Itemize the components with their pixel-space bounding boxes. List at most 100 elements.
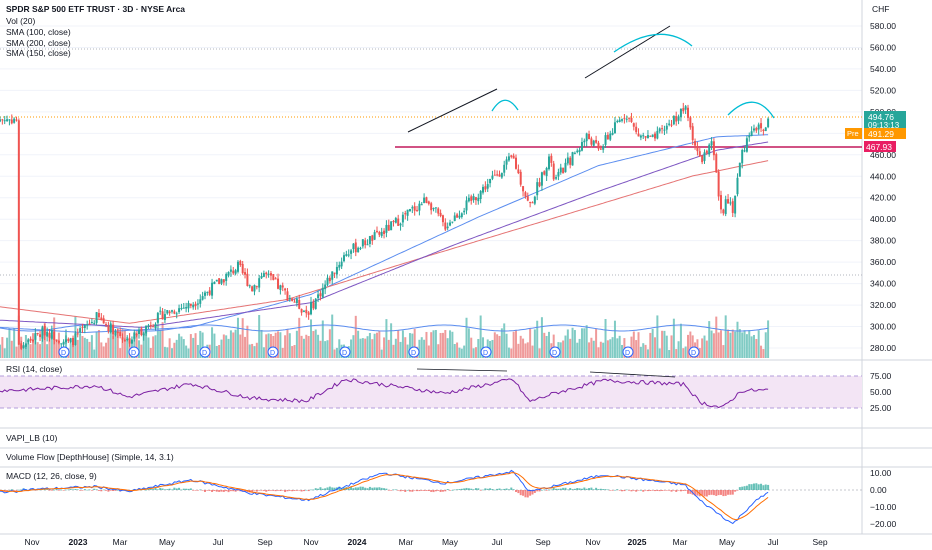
macd-histogram-bar bbox=[736, 490, 739, 491]
svg-text:494.76: 494.76 bbox=[868, 112, 894, 122]
volume-bar bbox=[748, 330, 751, 358]
macd-histogram-bar bbox=[472, 489, 475, 490]
candle-body bbox=[130, 339, 133, 344]
rsi-label[interactable]: RSI (14, close) bbox=[6, 364, 62, 374]
candle-body bbox=[738, 162, 741, 177]
volume-bar bbox=[529, 328, 532, 358]
time-tick-label: Sep bbox=[812, 537, 827, 547]
volume-bar bbox=[302, 338, 305, 358]
time-tick-label: Nov bbox=[585, 537, 601, 547]
volume-bar bbox=[592, 340, 595, 358]
macd-histogram-bar bbox=[441, 490, 444, 492]
macd-histogram-bar bbox=[173, 487, 176, 490]
macd-histogram-bar bbox=[326, 487, 329, 490]
macd-histogram-bar bbox=[609, 490, 612, 491]
candle-body bbox=[321, 287, 324, 298]
volume-flow-label[interactable]: Volume Flow [DepthHouse] (Simple, 14, 3.… bbox=[6, 452, 174, 462]
volume-bar bbox=[517, 343, 520, 358]
indicator-vol-label[interactable]: Vol (20) bbox=[6, 16, 35, 26]
vapi-label[interactable]: VAPI_LB (10) bbox=[6, 433, 58, 443]
candle-body bbox=[93, 322, 96, 324]
time-tick-label: Sep bbox=[257, 537, 272, 547]
candle-body bbox=[187, 303, 190, 309]
candle-body bbox=[43, 326, 46, 336]
level-price-tag: 467.93 bbox=[864, 141, 896, 152]
candle-body bbox=[390, 221, 393, 231]
chart-title[interactable]: SPDR S&P 500 ETF TRUST · 3D · NYSE Arca bbox=[6, 4, 185, 14]
volume-bar bbox=[383, 337, 386, 358]
candle-body bbox=[727, 199, 730, 204]
volume-bar bbox=[3, 348, 6, 358]
macd-histogram-bar bbox=[482, 489, 485, 491]
top-arc-3 bbox=[727, 101, 775, 119]
moving-averages bbox=[0, 134, 769, 333]
macd-histogram-bar bbox=[171, 489, 173, 491]
macd-histogram-bar bbox=[729, 490, 732, 495]
candle-body bbox=[272, 274, 275, 280]
volume-bar bbox=[689, 331, 692, 358]
volume-bar bbox=[571, 327, 574, 358]
macd-histogram-bar bbox=[397, 490, 400, 491]
indicator-sma100-label[interactable]: SMA (100, close) bbox=[6, 27, 71, 37]
volume-bar bbox=[675, 349, 678, 358]
volume-bar bbox=[72, 338, 75, 358]
macd-histogram-bar bbox=[288, 490, 291, 491]
candle-body bbox=[465, 200, 468, 211]
macd-histogram-bar bbox=[463, 488, 466, 490]
macd-histogram-bar bbox=[522, 490, 525, 496]
price-tick-label: 560.00 bbox=[870, 42, 896, 52]
macd-histogram-bar bbox=[161, 488, 164, 490]
volume-bar bbox=[121, 328, 124, 358]
volume-bar bbox=[102, 346, 105, 358]
candle-body bbox=[432, 208, 435, 210]
volume-bar bbox=[100, 342, 103, 358]
candle-body bbox=[500, 173, 503, 178]
volume-bar bbox=[284, 335, 287, 358]
volume-bar bbox=[621, 344, 624, 358]
candle-body bbox=[599, 148, 602, 150]
candle-body bbox=[352, 243, 355, 250]
candle-body bbox=[385, 224, 388, 233]
candle-body bbox=[145, 325, 148, 334]
volume-bar bbox=[566, 329, 569, 358]
volume-bar bbox=[10, 340, 13, 358]
candle-body bbox=[649, 135, 652, 137]
indicator-sma200-label[interactable]: SMA (200, close) bbox=[6, 38, 71, 48]
macd-histogram-bar bbox=[380, 487, 383, 490]
macd-histogram-bar bbox=[545, 490, 548, 491]
indicator-sma150-label[interactable]: SMA (150, close) bbox=[6, 48, 71, 58]
candle-body bbox=[46, 331, 49, 337]
candle-body bbox=[142, 333, 145, 336]
candle-body bbox=[291, 298, 294, 301]
candle-body bbox=[606, 134, 609, 140]
macd-histogram-bar bbox=[439, 490, 442, 493]
volume-bar bbox=[456, 342, 459, 358]
candle-body bbox=[133, 332, 136, 339]
volume-bar bbox=[135, 329, 138, 358]
macd-histogram-bar bbox=[656, 490, 659, 491]
candle-body bbox=[741, 150, 744, 164]
volume-bar bbox=[147, 337, 150, 358]
candle-body bbox=[319, 293, 322, 297]
macd-histogram-bar bbox=[547, 489, 550, 491]
macd-histogram-bar bbox=[597, 489, 600, 490]
macd-histogram-bar bbox=[562, 487, 565, 490]
volume-bar bbox=[0, 344, 1, 358]
candle-body bbox=[437, 208, 440, 214]
candle-body bbox=[505, 159, 508, 165]
macd-histogram-bar bbox=[748, 484, 751, 490]
candle-body bbox=[196, 303, 199, 305]
volume-bar bbox=[717, 332, 720, 358]
macd-histogram-bar bbox=[618, 490, 621, 491]
macd-histogram-bar bbox=[665, 490, 668, 491]
volume-bar bbox=[378, 330, 381, 358]
macd-label[interactable]: MACD (12, 26, close, 9) bbox=[6, 471, 97, 481]
macd-histogram-bar bbox=[510, 487, 513, 490]
top-arc-2 bbox=[613, 33, 693, 53]
volume-bar bbox=[331, 314, 334, 358]
candle-body bbox=[573, 152, 576, 154]
volume-bar bbox=[300, 335, 303, 358]
candle-body bbox=[484, 186, 487, 190]
volume-bar bbox=[533, 329, 536, 358]
